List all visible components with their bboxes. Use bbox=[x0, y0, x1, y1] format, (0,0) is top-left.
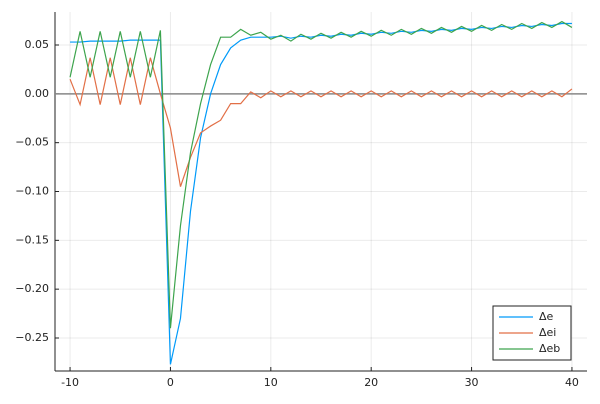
series-line bbox=[69, 57, 573, 187]
legend-label: Δeb bbox=[539, 342, 560, 355]
x-tick-label: 10 bbox=[264, 376, 278, 389]
y-tick-label: −0.05 bbox=[15, 136, 49, 149]
x-tick-label: 40 bbox=[565, 376, 579, 389]
x-tick-label: 0 bbox=[167, 376, 174, 389]
y-tick-label: −0.20 bbox=[15, 282, 49, 295]
y-tick-label: 0.05 bbox=[25, 38, 50, 51]
legend-label: Δe bbox=[539, 310, 554, 323]
x-tick-label: 20 bbox=[364, 376, 378, 389]
y-tick-label: 0.00 bbox=[25, 87, 50, 100]
legend-label: Δei bbox=[539, 326, 556, 339]
y-tick-label: −0.15 bbox=[15, 233, 49, 246]
x-tick-label: 30 bbox=[465, 376, 479, 389]
x-tick-label: -10 bbox=[61, 376, 79, 389]
y-tick-label: −0.25 bbox=[15, 331, 49, 344]
y-tick-label: −0.10 bbox=[15, 185, 49, 198]
series-line bbox=[69, 20, 573, 329]
